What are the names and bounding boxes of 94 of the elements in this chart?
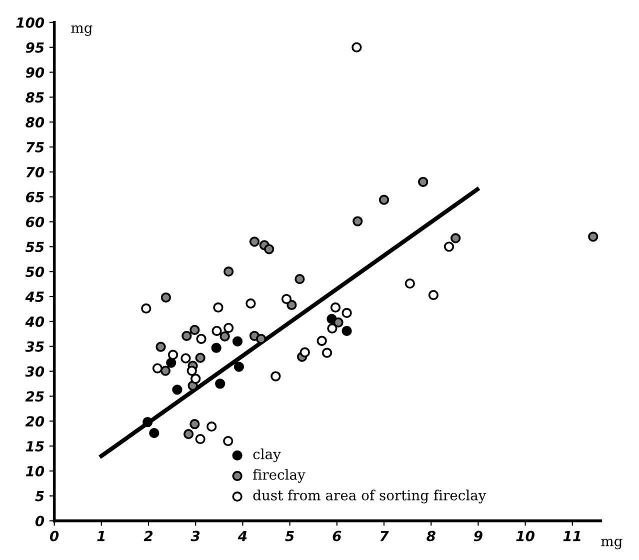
x-tick-label: 6 bbox=[332, 530, 342, 542]
y-tick-label: 20 bbox=[25, 416, 44, 427]
point bbox=[180, 353, 191, 364]
y-tick-label: 40 bbox=[25, 316, 44, 327]
point bbox=[160, 292, 172, 303]
y-tick-label: 15 bbox=[26, 441, 44, 452]
point bbox=[156, 342, 166, 352]
point bbox=[213, 302, 224, 313]
point bbox=[327, 323, 338, 334]
point bbox=[160, 366, 171, 376]
x-tick-label: 5 bbox=[285, 530, 294, 542]
point bbox=[220, 331, 230, 342]
point bbox=[232, 336, 243, 346]
y-tick-label: 60 bbox=[26, 216, 44, 228]
point bbox=[183, 429, 194, 440]
y-tick-label: 5 bbox=[35, 491, 44, 502]
y-tick-label: 65 bbox=[26, 192, 44, 202]
point bbox=[190, 324, 200, 335]
y-tick-label: 80 bbox=[26, 117, 44, 128]
legend-label: clay bbox=[253, 448, 281, 462]
point bbox=[342, 308, 352, 318]
y-tick-label: 0 bbox=[35, 516, 44, 526]
point bbox=[190, 419, 200, 430]
x-tick-label: 3 bbox=[190, 530, 200, 542]
x-tick-label: 2 bbox=[144, 530, 153, 542]
point bbox=[172, 384, 182, 395]
point bbox=[330, 302, 341, 313]
point bbox=[141, 303, 152, 314]
point bbox=[342, 326, 352, 336]
point bbox=[195, 352, 206, 363]
y-tick-label: 55 bbox=[25, 242, 44, 252]
x-tick-label: 4 bbox=[238, 530, 247, 542]
point bbox=[316, 336, 327, 346]
point bbox=[186, 366, 197, 376]
point bbox=[378, 194, 390, 205]
x-tick-label: 9 bbox=[474, 530, 482, 542]
point bbox=[352, 42, 362, 52]
legend-label: dust from area of sorting fireclay bbox=[253, 490, 486, 504]
x-tick-label: 10 bbox=[516, 530, 534, 542]
point bbox=[152, 363, 163, 374]
y-tick-label: 85 bbox=[26, 92, 44, 103]
y-tick-label: 35 bbox=[25, 341, 44, 352]
y-axis-title: mg bbox=[71, 25, 92, 36]
point bbox=[300, 347, 310, 358]
point bbox=[281, 294, 292, 304]
point bbox=[224, 322, 234, 333]
point bbox=[333, 317, 344, 328]
point bbox=[444, 242, 454, 252]
point bbox=[215, 378, 226, 389]
y-tick-label: 25 bbox=[25, 391, 44, 402]
y-tick-label: 70 bbox=[26, 166, 44, 178]
point bbox=[195, 434, 206, 444]
point bbox=[294, 274, 305, 284]
x-tick-label: 11 bbox=[563, 530, 580, 542]
y-tick-label: 75 bbox=[26, 142, 44, 152]
point bbox=[428, 290, 439, 300]
x-tick-label: 0 bbox=[50, 530, 59, 542]
y-tick-label: 10 bbox=[26, 466, 44, 476]
point bbox=[249, 236, 260, 247]
point bbox=[270, 371, 281, 382]
point bbox=[223, 436, 234, 446]
point bbox=[206, 422, 217, 432]
point bbox=[211, 342, 222, 353]
point bbox=[196, 334, 206, 344]
x-tick-label: 8 bbox=[426, 530, 436, 542]
point bbox=[404, 278, 415, 289]
point bbox=[246, 298, 256, 309]
point bbox=[450, 233, 461, 244]
point bbox=[149, 428, 160, 438]
point bbox=[234, 362, 244, 372]
point bbox=[352, 216, 363, 226]
point bbox=[166, 358, 176, 368]
point bbox=[418, 176, 428, 187]
point bbox=[286, 300, 297, 310]
point bbox=[212, 326, 222, 336]
point bbox=[168, 350, 178, 360]
x-tick-label: 7 bbox=[380, 530, 389, 542]
y-tick-label: 100 bbox=[16, 17, 44, 28]
y-tick-label: 50 bbox=[25, 266, 44, 278]
point bbox=[322, 348, 332, 358]
point bbox=[256, 334, 266, 344]
y-tick-label: 45 bbox=[25, 292, 44, 302]
point bbox=[182, 330, 192, 341]
x-tick-label: 1 bbox=[97, 530, 105, 542]
point bbox=[264, 244, 274, 254]
point bbox=[142, 417, 153, 428]
x-axis-title: mg bbox=[601, 538, 622, 550]
point bbox=[588, 232, 598, 242]
y-tick-label: 30 bbox=[25, 366, 44, 377]
point bbox=[190, 374, 201, 384]
legend-label: fireclay bbox=[253, 469, 306, 483]
y-tick-label: 90 bbox=[26, 67, 44, 78]
point bbox=[224, 266, 234, 277]
y-tick-label: 95 bbox=[26, 42, 44, 53]
